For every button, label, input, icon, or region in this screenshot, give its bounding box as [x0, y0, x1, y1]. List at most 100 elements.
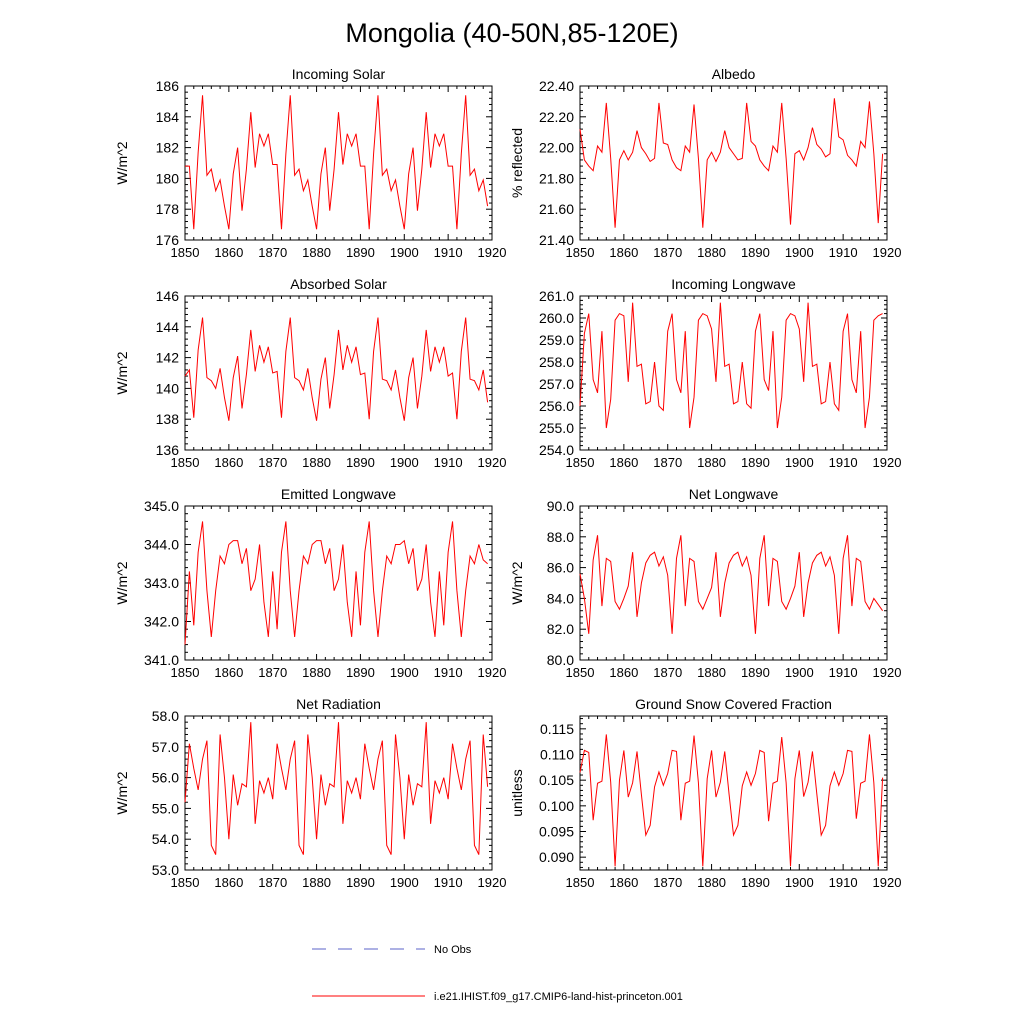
- x-tick-label: 1850: [171, 665, 200, 680]
- x-tick-label: 1870: [653, 875, 682, 890]
- y-tick-label: 90.0: [547, 498, 574, 514]
- x-tick-label: 1890: [741, 665, 770, 680]
- x-tick-label: 1900: [390, 245, 419, 260]
- panel-4: Incoming Longwave 1850 1860 1870 1880 1890 190…: [539, 276, 902, 470]
- y-tick-label: 180: [156, 170, 180, 186]
- x-tick-label: 1890: [741, 245, 770, 260]
- y-tick-label: 256.0: [539, 398, 574, 414]
- x-tick-label: 1850: [171, 245, 200, 260]
- x-tick-label: 1860: [609, 245, 638, 260]
- series-line: [579, 302, 883, 429]
- y-tick-label: 261.0: [539, 288, 574, 304]
- x-tick-label: 1870: [258, 875, 287, 890]
- y-tick-label: 0.110: [540, 747, 574, 763]
- series-line: [579, 734, 884, 867]
- x-tick-label: 1860: [214, 875, 243, 890]
- y-tick-label: 53.0: [152, 862, 179, 878]
- y-tick-label: 345.0: [144, 498, 179, 514]
- x-tick-label: 1900: [785, 875, 814, 890]
- x-tick-label: 1900: [785, 455, 814, 470]
- x-tick-label: 1920: [478, 665, 507, 680]
- panel-6: Net Longwave W/m^2 1850 1860 1870 1880 1890 190…: [509, 486, 901, 680]
- y-tick-label: 0.105: [539, 772, 574, 788]
- x-tick-label: 1850: [171, 875, 200, 890]
- y-tick-label: 258.0: [539, 354, 574, 370]
- y-tick-label: 54.0: [152, 831, 179, 847]
- y-tick-label: 186: [156, 78, 180, 94]
- y-tick-label: 55.0: [152, 800, 179, 816]
- y-tick-label: 136: [156, 442, 180, 458]
- x-tick-label: 1890: [346, 245, 375, 260]
- y-tick-label: 138: [156, 411, 180, 427]
- x-tick-label: 1870: [653, 245, 682, 260]
- panel-title: Ground Snow Covered Fraction: [635, 696, 832, 712]
- x-tick-label: 1860: [214, 665, 243, 680]
- panel-title: Incoming Longwave: [671, 276, 796, 292]
- x-tick-label: 1920: [873, 665, 902, 680]
- y-tick-label: 84.0: [547, 590, 574, 606]
- x-tick-label: 1880: [697, 455, 726, 470]
- y-tick-label: 57.0: [152, 739, 179, 755]
- x-tick-label: 1880: [302, 665, 331, 680]
- y-tick-label: 344.0: [144, 537, 179, 553]
- y-tick-label: 0.095: [539, 824, 574, 840]
- x-tick-label: 1900: [390, 665, 419, 680]
- x-tick-label: 1890: [346, 875, 375, 890]
- x-tick-label: 1880: [697, 245, 726, 260]
- y-tick-label: 184: [156, 109, 180, 125]
- y-tick-label: 341.0: [144, 652, 179, 668]
- x-tick-label: 1900: [390, 455, 419, 470]
- y-tick-label: 0.115: [540, 721, 574, 737]
- x-tick-label: 1910: [434, 665, 463, 680]
- y-tick-label: 86.0: [547, 560, 574, 576]
- x-tick-label: 1910: [829, 245, 858, 260]
- plot-frame: [579, 505, 888, 661]
- x-tick-label: 1880: [697, 875, 726, 890]
- x-tick-label: 1920: [873, 455, 902, 470]
- x-tick-label: 1870: [653, 455, 682, 470]
- panel-7: Net Radiation W/m^2 1850 1860 1870 1880 1890 19…: [114, 696, 506, 890]
- x-tick-label: 1910: [434, 455, 463, 470]
- x-tick-label: 1920: [478, 455, 507, 470]
- x-tick-label: 1860: [609, 665, 638, 680]
- y-tick-label: 146: [156, 288, 180, 304]
- y-tick-label: 176: [156, 232, 180, 248]
- y-tick-label: 80.0: [547, 652, 574, 668]
- y-axis-label: unitless: [509, 769, 525, 816]
- x-tick-label: 1920: [873, 245, 902, 260]
- x-tick-label: 1860: [609, 875, 638, 890]
- x-tick-label: 1850: [171, 455, 200, 470]
- y-tick-label: 22.00: [539, 140, 574, 156]
- y-axis-label: W/m^2: [114, 351, 130, 394]
- x-tick-label: 1860: [214, 455, 243, 470]
- x-tick-label: 1850: [566, 875, 595, 890]
- y-tick-label: 21.40: [539, 232, 574, 248]
- series-line: [579, 535, 884, 634]
- y-tick-label: 342.0: [144, 614, 179, 630]
- legend-obs-label: No Obs: [434, 944, 472, 956]
- panel-1: Incoming Solar W/m^2 1850 1860 1870 1880 1890 1…: [114, 66, 506, 260]
- panel-title: Emitted Longwave: [281, 486, 396, 502]
- legend-model-label: i.e21.IHIST.f09_g17.CMIP6-land-hist-prin…: [434, 991, 683, 1003]
- x-tick-label: 1880: [302, 455, 331, 470]
- y-tick-label: 140: [156, 380, 180, 396]
- y-tick-label: 21.60: [539, 201, 574, 217]
- y-tick-label: 58.0: [152, 708, 179, 724]
- panel-8: Ground Snow Covered Fraction unitless 1850…: [509, 696, 901, 890]
- x-tick-label: 1890: [346, 665, 375, 680]
- x-tick-label: 1880: [302, 875, 331, 890]
- x-tick-label: 1860: [214, 245, 243, 260]
- figure-title: Mongolia (40-50N,85-120E): [345, 18, 678, 48]
- x-tick-label: 1920: [478, 245, 507, 260]
- y-tick-label: 0.100: [539, 798, 574, 814]
- series-line: [184, 521, 488, 645]
- plot-frame: [184, 295, 493, 451]
- x-tick-label: 1910: [434, 875, 463, 890]
- x-tick-label: 1860: [609, 455, 638, 470]
- x-tick-label: 1900: [390, 875, 419, 890]
- panels: Incoming Solar W/m^2 1850 1860 1870 1880 1890 1…: [114, 66, 901, 890]
- x-tick-label: 1870: [258, 455, 287, 470]
- y-tick-label: 21.80: [539, 170, 574, 186]
- y-tick-label: 255.0: [539, 420, 574, 436]
